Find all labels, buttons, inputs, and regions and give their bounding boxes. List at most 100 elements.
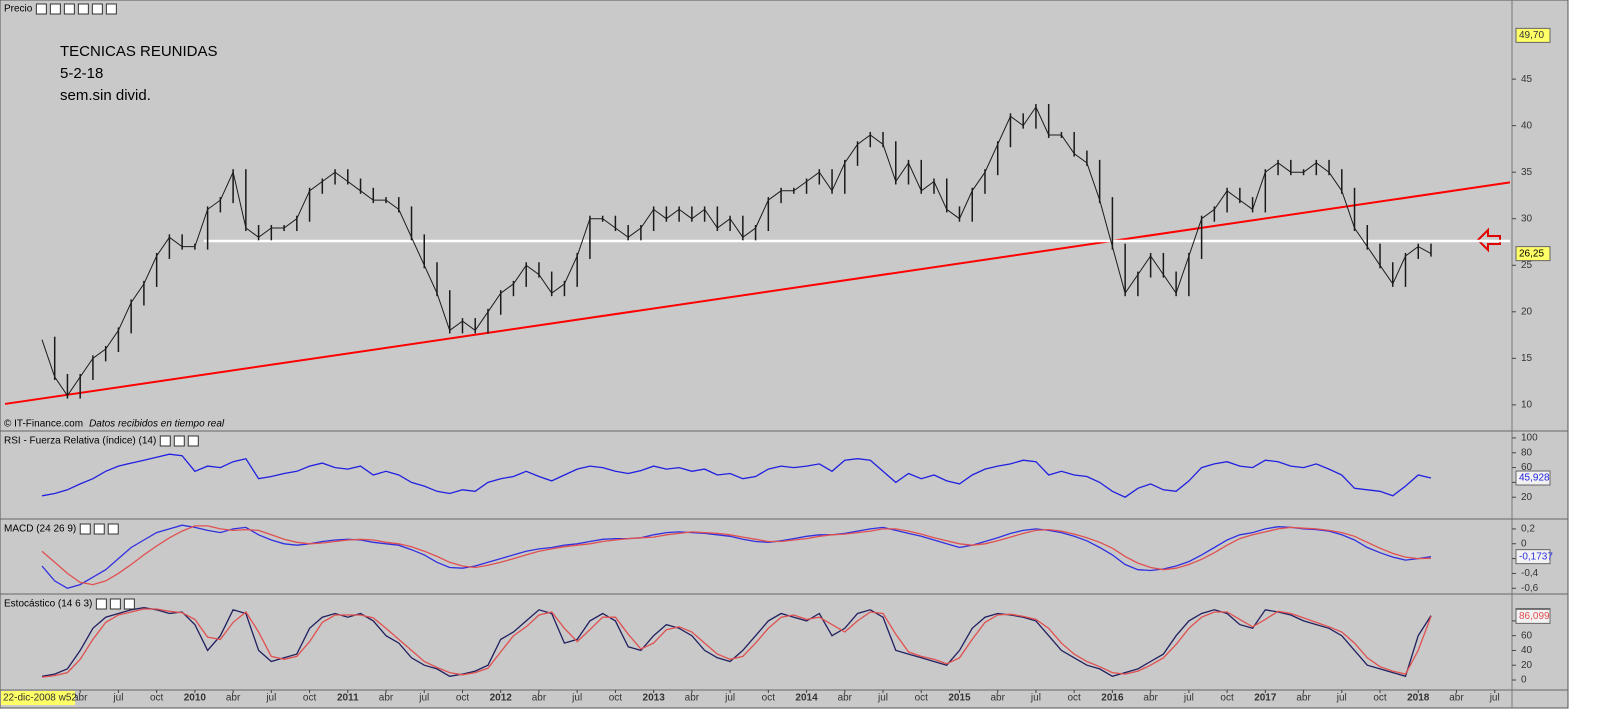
y-tick-label: 25 xyxy=(1521,260,1533,271)
x-tick-label: 2015 xyxy=(948,693,971,704)
start-date: 22-dic-2008 w52 xyxy=(3,693,77,704)
panel-title: RSI - Fuerza Relativa (índice) (14) xyxy=(4,436,156,447)
panel-icon xyxy=(91,3,103,15)
window-frame xyxy=(0,0,1569,709)
x-tick-label: jul xyxy=(265,693,276,704)
x-tick-label: jul xyxy=(1336,693,1347,704)
x-tick-label: oct xyxy=(762,693,776,704)
panel-icon xyxy=(173,435,185,447)
y-tick-label: 0 xyxy=(1521,538,1527,549)
last-value-box xyxy=(1515,549,1551,565)
x-tick-label: abr xyxy=(685,693,700,704)
x-tick-label: 2016 xyxy=(1101,693,1124,704)
x-tick-label: abr xyxy=(1143,693,1158,704)
x-tick-label: oct xyxy=(1220,693,1234,704)
x-tick-label: oct xyxy=(456,693,470,704)
panel-icon xyxy=(63,3,75,15)
panel-icon xyxy=(107,523,119,535)
x-tick-label: jul xyxy=(1030,693,1041,704)
x-tick-label: 2014 xyxy=(795,693,818,704)
y-tick-label: 45 xyxy=(1521,74,1533,85)
y-tick-label: 40 xyxy=(1521,120,1533,131)
x-tick-label: jul xyxy=(418,693,429,704)
panel-icon xyxy=(79,523,91,535)
panel-icon xyxy=(105,3,117,15)
panel-icon xyxy=(35,3,47,15)
price-line xyxy=(41,105,1432,397)
x-tick-label: abr xyxy=(532,693,547,704)
x-tick-label: abr xyxy=(73,693,88,704)
last-value-label: 86,099 xyxy=(1519,611,1550,622)
source: © IT-Finance.com xyxy=(4,419,83,430)
panel-title: Estocástico (14 6 3) xyxy=(4,599,92,610)
y-tick-label: 20 xyxy=(1521,306,1533,317)
x-tick-label: oct xyxy=(609,693,623,704)
x-tick-label: 2011 xyxy=(337,693,359,704)
panel-icon xyxy=(159,435,171,447)
x-tick-label: jul xyxy=(1489,693,1500,704)
x-tick-label: jul xyxy=(112,693,123,704)
y-tick-label: 0,2 xyxy=(1521,524,1535,535)
panel-icon xyxy=(77,3,89,15)
last-value-label: 45,928 xyxy=(1519,473,1550,484)
x-tick-label: abr xyxy=(1296,693,1311,704)
x-tick-label: abr xyxy=(1449,693,1464,704)
x-tick-label: oct xyxy=(150,693,164,704)
y-tick-label: 60 xyxy=(1521,462,1533,473)
x-tick-label: oct xyxy=(915,693,929,704)
x-tick-label: 2012 xyxy=(490,693,513,704)
y-tick-label: 35 xyxy=(1521,167,1533,178)
panel-icon xyxy=(95,598,107,610)
y-tick-label: 10 xyxy=(1521,400,1533,411)
last-value-box xyxy=(1515,470,1551,486)
panel-icon xyxy=(109,598,121,610)
y-tick-label: 80 xyxy=(1521,447,1533,458)
x-tick-label: abr xyxy=(226,693,241,704)
y-tick-label: 15 xyxy=(1521,353,1533,364)
x-tick-label: jul xyxy=(877,693,888,704)
indicator-line xyxy=(41,453,1432,498)
x-tick-label: jul xyxy=(724,693,735,704)
y-tick-label: -0,6 xyxy=(1521,583,1539,594)
panel-title: MACD (24 26 9) xyxy=(4,524,76,535)
panel-title: Precio xyxy=(4,4,33,15)
y-tick-label: 0 xyxy=(1521,675,1527,686)
y-tick-label: 30 xyxy=(1521,213,1533,224)
last-value-box xyxy=(1515,608,1551,624)
y-tick-label: 100 xyxy=(1521,433,1538,444)
indicator-line xyxy=(41,524,1432,590)
annotation: TECNICAS REUNIDAS xyxy=(60,43,218,60)
x-tick-label: oct xyxy=(303,693,317,704)
y-tick-label: 20 xyxy=(1521,660,1533,671)
last-value-label: 26,25 xyxy=(1519,248,1544,259)
indicator-line xyxy=(41,525,1432,586)
y-tick-label: 60 xyxy=(1521,630,1533,641)
annotation: 5-2-18 xyxy=(60,65,103,82)
x-tick-label: abr xyxy=(990,693,1005,704)
source-note: Datos recibidos en tiempo real xyxy=(89,419,225,430)
annotation: sem.sin divid. xyxy=(60,87,151,104)
indicator-line xyxy=(41,606,1432,678)
panel-icon xyxy=(93,523,105,535)
indicator-line xyxy=(41,608,1432,678)
top-marker-label: 49,70 xyxy=(1519,30,1544,41)
y-tick-label: 20 xyxy=(1521,492,1533,503)
x-tick-label: oct xyxy=(1373,693,1387,704)
panel-icon xyxy=(123,598,135,610)
x-tick-label: 2010 xyxy=(184,693,207,704)
x-tick-label: abr xyxy=(379,693,394,704)
x-tick-label: 2013 xyxy=(643,693,666,704)
x-tick-label: 2018 xyxy=(1407,693,1430,704)
x-tick-label: abr xyxy=(838,693,853,704)
y-tick-label: -0,4 xyxy=(1521,568,1539,579)
trend-line xyxy=(4,181,1511,405)
x-tick-label: oct xyxy=(1068,693,1082,704)
top-marker-box xyxy=(1515,27,1551,43)
start-date-box xyxy=(1,691,75,705)
last-value-label: -0,1737 xyxy=(1519,551,1553,562)
x-tick-label: jul xyxy=(1183,693,1194,704)
panel-icon xyxy=(49,3,61,15)
x-tick-label: jul xyxy=(571,693,582,704)
